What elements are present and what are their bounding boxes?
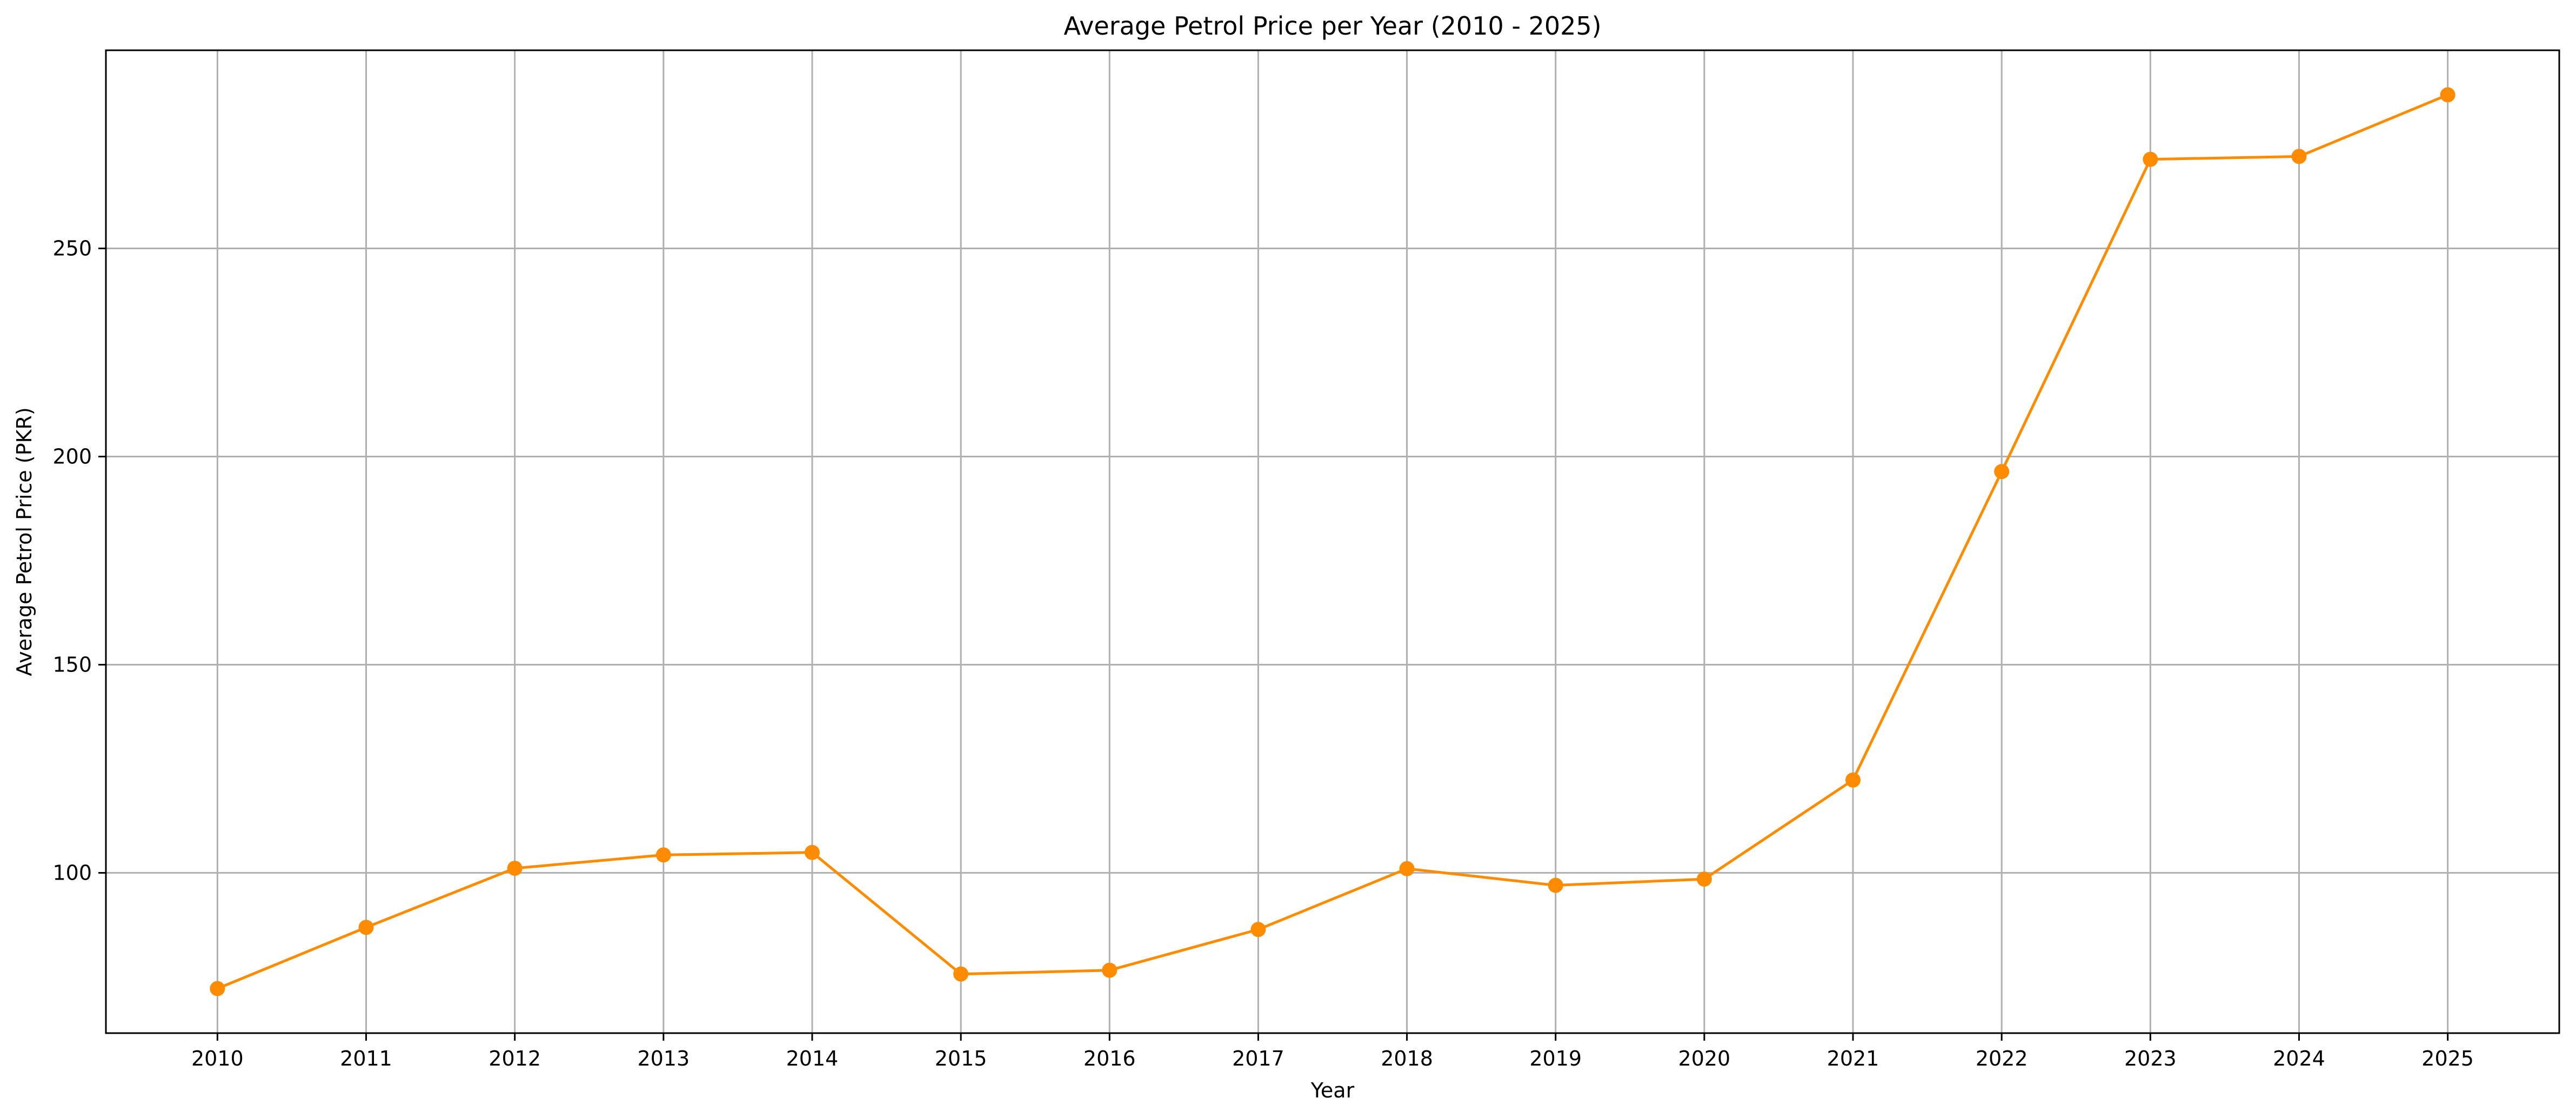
data-point-2018	[1399, 861, 1415, 876]
chart-title: Average Petrol Price per Year (2010 - 20…	[1063, 11, 1601, 41]
y-axis-label: Average Petrol Price (PKR)	[12, 407, 36, 676]
x-axis-label: Year	[1310, 1079, 1355, 1102]
x-tick-label-2022: 2022	[1976, 1047, 2028, 1070]
y-tick-label-150: 150	[52, 653, 92, 677]
x-tick-label-2025: 2025	[2421, 1047, 2474, 1070]
data-point-2013	[655, 847, 671, 863]
x-tick-label-2019: 2019	[1529, 1047, 1582, 1070]
x-tick-label-2013: 2013	[637, 1047, 690, 1070]
data-point-2019	[1548, 877, 1563, 893]
x-tick-label-2010: 2010	[191, 1047, 244, 1070]
data-point-2024	[2291, 149, 2307, 164]
plot-frame	[105, 49, 2560, 1034]
data-point-2023	[2143, 151, 2158, 167]
x-tick-label-2017: 2017	[1232, 1047, 1284, 1070]
x-tick-label-2012: 2012	[489, 1047, 541, 1070]
data-point-2017	[1250, 922, 1266, 937]
x-tick-label-2023: 2023	[2124, 1047, 2177, 1070]
data-point-2021	[1845, 772, 1861, 788]
data-point-2015	[953, 966, 969, 982]
x-tick-label-2021: 2021	[1827, 1047, 1879, 1070]
x-tick-label-2018: 2018	[1381, 1047, 1433, 1070]
data-point-2022	[1994, 464, 2010, 480]
y-tick-label-250: 250	[52, 237, 92, 261]
x-tick-label-2024: 2024	[2273, 1047, 2325, 1070]
series-line-0	[216, 93, 2450, 990]
x-tick-label-2011: 2011	[340, 1047, 392, 1070]
x-tick-label-2020: 2020	[1678, 1047, 1731, 1070]
data-markers	[210, 87, 2455, 996]
data-point-2012	[507, 861, 523, 876]
data-series	[216, 93, 2450, 990]
data-point-2025	[2440, 87, 2455, 103]
grid-lines	[106, 50, 2559, 1033]
y-tick-label-200: 200	[52, 445, 92, 469]
data-point-2011	[358, 920, 374, 935]
data-point-2010	[210, 981, 225, 996]
x-axis-ticks: 2010 2011 2012 2013 2014 2015 2016 2017 2018 2019…	[191, 1033, 2474, 1070]
y-tick-label-100: 100	[52, 861, 92, 885]
data-point-2014	[804, 844, 820, 860]
y-axis-ticks: 100 150 200 250	[52, 237, 106, 885]
x-tick-label-2016: 2016	[1083, 1047, 1136, 1070]
x-tick-label-2014: 2014	[786, 1047, 839, 1070]
data-point-2016	[1102, 962, 1118, 978]
x-tick-label-2015: 2015	[935, 1047, 987, 1070]
data-point-2020	[1696, 871, 1712, 887]
